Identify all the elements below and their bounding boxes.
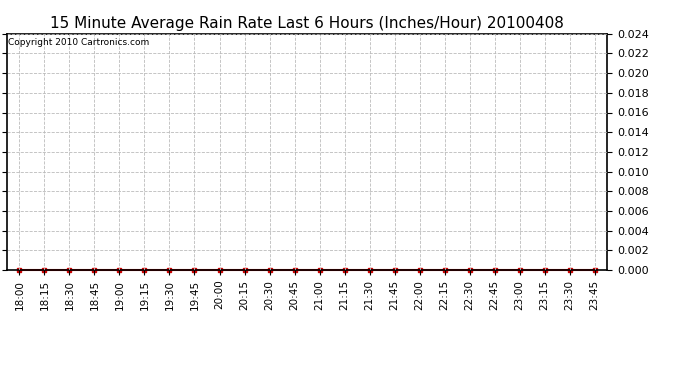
- Title: 15 Minute Average Rain Rate Last 6 Hours (Inches/Hour) 20100408: 15 Minute Average Rain Rate Last 6 Hours…: [50, 16, 564, 31]
- Text: Copyright 2010 Cartronics.com: Copyright 2010 Cartronics.com: [8, 39, 149, 48]
